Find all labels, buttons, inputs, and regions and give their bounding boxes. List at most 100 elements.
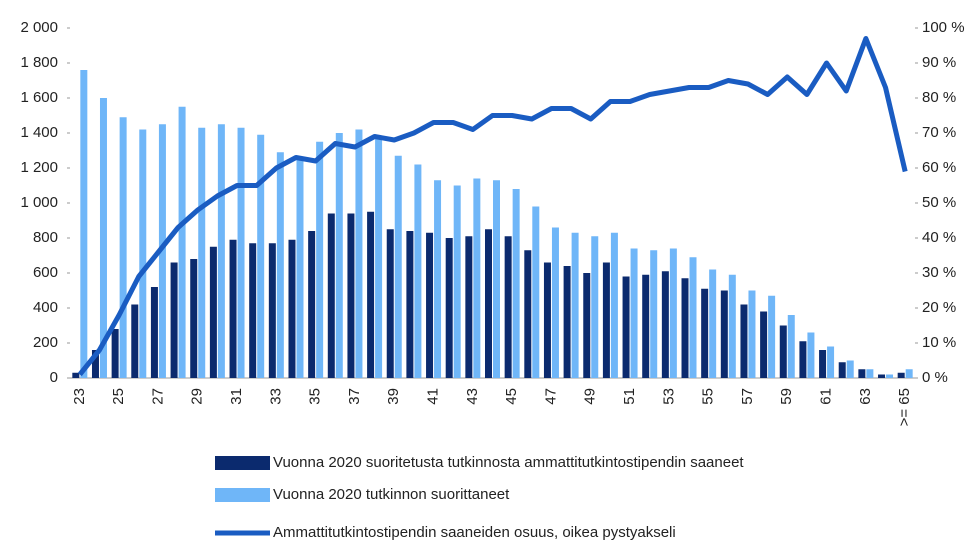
bar: [532, 206, 540, 378]
bar: [720, 290, 728, 378]
bar: [178, 106, 186, 378]
line: [77, 36, 908, 377]
y2-tick-label: 40 %: [922, 229, 956, 246]
bar: [80, 70, 88, 378]
bar: [473, 178, 481, 378]
x-tick-label: 37: [346, 388, 363, 405]
bar: [740, 304, 748, 378]
y-tick-label: 200: [33, 334, 58, 351]
bar: [622, 276, 630, 378]
bar: [257, 134, 265, 378]
bar: [551, 227, 559, 378]
bar: [827, 346, 835, 378]
x-tick-label: 33: [267, 388, 284, 405]
x-tick-label: 25: [110, 388, 127, 405]
legend-label: Ammattitutkintostipendin saaneiden osuus…: [273, 524, 676, 541]
y2-tick-label: 0 %: [922, 369, 948, 386]
y-tick-label: 1 800: [20, 54, 58, 71]
bar: [905, 369, 913, 378]
bar: [846, 360, 854, 378]
bar: [838, 362, 846, 378]
x-tick-label: >= 65: [896, 388, 913, 426]
y2-tick-label: 100 %: [922, 19, 965, 36]
y2-tick-label: 70 %: [922, 124, 956, 141]
bar: [99, 98, 107, 378]
y-tick-label: 400: [33, 299, 58, 316]
bar: [563, 266, 571, 378]
y2-tick-label: 20 %: [922, 299, 956, 316]
bar: [630, 248, 638, 378]
y2-tick-label: 30 %: [922, 264, 956, 281]
bar: [406, 231, 414, 378]
bar: [150, 287, 158, 378]
bar: [308, 231, 316, 378]
bar: [72, 372, 80, 378]
bar: [689, 257, 697, 378]
bar: [209, 246, 217, 378]
bar: [316, 141, 324, 378]
x-tick-label: 41: [425, 388, 442, 405]
bar: [347, 213, 355, 378]
bar: [386, 229, 394, 378]
x-tick-label: 35: [307, 388, 324, 405]
x-tick-label: 61: [818, 388, 835, 405]
bar: [681, 278, 689, 378]
bar: [504, 236, 512, 378]
bar: [217, 124, 225, 378]
x-tick-label: 49: [582, 388, 599, 405]
x-tick-label: 47: [542, 388, 559, 405]
bar: [445, 238, 453, 378]
bar: [276, 152, 284, 378]
bar: [170, 262, 178, 378]
x-tick-label: 23: [71, 388, 88, 405]
x-tick-label: 27: [149, 388, 166, 405]
bar: [268, 243, 276, 378]
y-tick-label: 800: [33, 229, 58, 246]
x-tick-label: 43: [464, 388, 481, 405]
bar: [288, 239, 296, 378]
bar: [524, 250, 532, 378]
bar: [131, 304, 139, 378]
bar: [787, 315, 795, 378]
bar: [327, 213, 335, 378]
bar: [661, 271, 669, 378]
y-tick-label: 1 400: [20, 124, 58, 141]
bar: [296, 157, 304, 378]
bar: [111, 329, 119, 378]
bar: [709, 269, 717, 378]
bar: [158, 124, 166, 378]
bar: [728, 274, 736, 378]
bar: [768, 295, 776, 378]
bar: [355, 129, 363, 378]
legend-label: Vuonna 2020 tutkinnon suorittaneet: [273, 486, 510, 503]
x-tick-label: 29: [189, 388, 206, 405]
bar: [512, 189, 520, 378]
bar: [571, 232, 579, 378]
bar: [878, 374, 886, 378]
bar: [583, 273, 591, 378]
bar: [610, 232, 618, 378]
y-tick-label: 0: [50, 369, 58, 386]
x-tick-label: 53: [660, 388, 677, 405]
bar: [602, 262, 610, 378]
x-tick-label: 39: [385, 388, 402, 405]
bar: [465, 236, 473, 378]
x-tick-label: 59: [778, 388, 795, 405]
bar: [237, 127, 245, 378]
bar: [807, 332, 815, 378]
bar: [249, 243, 257, 378]
bar: [760, 311, 768, 378]
x-tick-label: 31: [228, 388, 245, 405]
bar: [229, 239, 237, 378]
bar: [886, 374, 894, 378]
y-tick-label: 1 600: [20, 89, 58, 106]
bar: [799, 341, 807, 378]
legend-swatch: [215, 456, 270, 470]
bar: [119, 117, 127, 378]
bar: [591, 236, 599, 378]
bar: [897, 372, 905, 378]
x-tick-label: 51: [621, 388, 638, 405]
x-tick-label: 63: [857, 388, 874, 405]
bar: [642, 274, 650, 378]
bar: [394, 155, 402, 378]
